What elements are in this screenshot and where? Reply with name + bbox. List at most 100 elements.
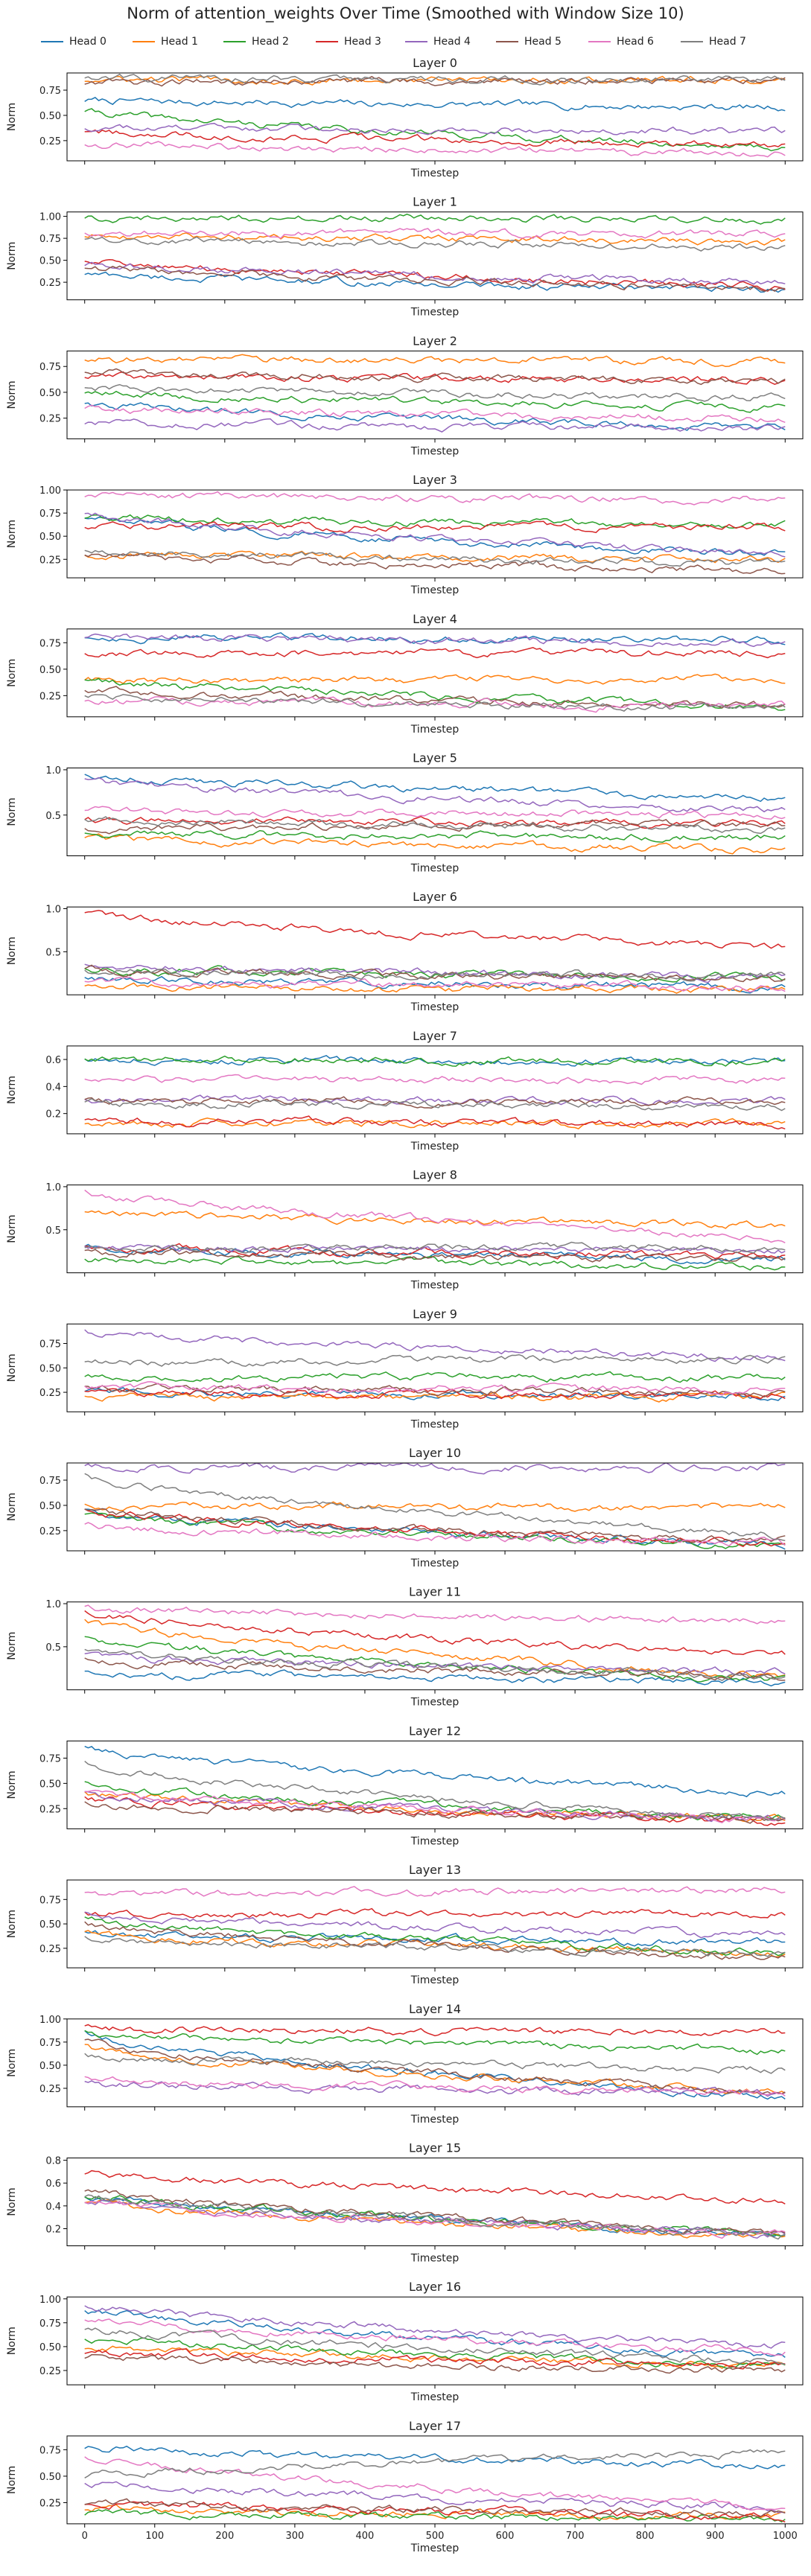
x-axis-label: Timestep	[410, 724, 459, 736]
layer-panel: Layer 6 0.5 1.0 Timestep Norm	[6, 890, 804, 1013]
series-line	[84, 1074, 786, 1085]
legend-label: Head 6	[617, 36, 654, 48]
y-tick-label: 0.25	[39, 136, 61, 147]
x-axis-label: Timestep	[410, 168, 459, 179]
layer-panel: Layer 3 0.25 0.50 0.75 1.00 Timestep Norm	[6, 473, 804, 596]
y-tick-label: 0.75	[39, 2445, 61, 2456]
series-line	[84, 1936, 786, 1957]
x-tick-label: 400	[356, 2531, 375, 2542]
series-group	[84, 632, 786, 713]
series-line	[84, 73, 786, 86]
legend-item: Head 2	[223, 33, 289, 51]
legend-swatch	[223, 41, 246, 42]
series-line	[84, 1907, 786, 1919]
x-axis-label: Timestep	[410, 1418, 459, 1430]
x-tick-label: 800	[636, 2531, 655, 2542]
series-line	[84, 2024, 786, 2037]
series-line	[84, 2353, 786, 2374]
y-axis-label: Norm	[6, 1076, 18, 1104]
series-line	[84, 2481, 786, 2513]
layer-title: Layer 16	[409, 2280, 461, 2294]
x-axis-label: Timestep	[410, 1558, 459, 1569]
layer-title: Layer 7	[413, 1029, 457, 1043]
series-line	[84, 1381, 786, 1396]
legend-label: Head 5	[524, 36, 562, 48]
layer-title: Layer 8	[413, 1168, 457, 1182]
series-line	[84, 982, 786, 994]
series-line	[84, 213, 786, 225]
y-tick-label: 0.75	[39, 2318, 61, 2330]
series-line	[84, 2498, 786, 2518]
x-axis-label: Timestep	[410, 863, 459, 875]
series-line	[84, 232, 786, 246]
series-line	[84, 2038, 786, 2096]
y-tick-label: 0.75	[39, 1753, 61, 1764]
series-line	[84, 129, 786, 148]
y-tick-label: 0.8	[45, 2156, 61, 2167]
series-line	[84, 141, 786, 158]
layer-panel: Layer 9 0.25 0.50 0.75 Timestep Norm	[6, 1307, 804, 1430]
y-tick-label: 0.4	[45, 2202, 61, 2213]
y-tick-label: 1.0	[45, 1182, 61, 1193]
x-axis-label: Timestep	[410, 1280, 459, 1292]
layer-title: Layer 14	[409, 2002, 461, 2016]
series-line	[84, 228, 786, 239]
series-group	[84, 2305, 786, 2374]
series-line	[84, 236, 786, 252]
legend-item: Head 7	[681, 33, 746, 51]
legend-swatch	[316, 41, 338, 42]
x-tick-label: 600	[496, 2531, 515, 2542]
x-tick-label: 1000	[773, 2531, 798, 2542]
layer-panel: Layer 16 0.25 0.50 0.75 1.00 Timestep Norm	[6, 2280, 804, 2403]
y-tick-label: 0.50	[39, 111, 61, 122]
series-line	[84, 963, 786, 983]
y-tick-label: 0.25	[39, 1526, 61, 1537]
series-group	[84, 1886, 786, 1960]
y-axis-label: Norm	[6, 1632, 18, 1660]
series-line	[84, 1610, 786, 1655]
y-tick-label: 0.50	[39, 256, 61, 267]
layer-panel: Layer 14 0.25 0.50 0.75 1.00 Timestep Norm	[6, 2002, 804, 2126]
series-line	[84, 2030, 786, 2100]
legend-swatch	[681, 41, 703, 42]
x-tick-label: 200	[215, 2531, 234, 2542]
y-tick-label: 0.25	[39, 555, 61, 566]
series-line	[84, 2169, 786, 2204]
series-line	[84, 1921, 786, 1960]
layer-title: Layer 11	[409, 1585, 461, 1599]
y-axis-label: Norm	[6, 2466, 18, 2494]
x-axis-label: Timestep	[410, 2114, 459, 2126]
layer-panel: Layer 10 0.25 0.50 0.75 Timestep Norm	[6, 1446, 804, 1569]
x-axis-label: Timestep	[410, 1141, 459, 1152]
series-group	[84, 910, 786, 994]
legend-item: Head 0	[41, 33, 106, 51]
series-line	[84, 1094, 786, 1106]
y-tick-label: 0.50	[39, 2342, 61, 2353]
y-tick-label: 0.2	[45, 1109, 61, 1120]
series-line	[84, 2305, 786, 2349]
series-line	[84, 806, 786, 820]
series-line	[84, 1115, 786, 1130]
series-line	[84, 632, 786, 645]
y-axis-label: Norm	[6, 2049, 18, 2077]
series-group	[84, 1329, 786, 1403]
x-axis-label: Timestep	[410, 584, 459, 596]
x-tick-label: 0	[82, 2531, 88, 2542]
y-axis-label: Norm	[6, 380, 18, 409]
series-group	[84, 1463, 786, 1550]
series-line	[84, 1508, 786, 1543]
layer-title: Layer 17	[409, 2419, 461, 2433]
layer-panel: Layer 12 0.25 0.50 0.75 Timestep Norm	[6, 1724, 804, 1847]
series-line	[84, 2337, 786, 2369]
y-tick-label: 0.2	[45, 2225, 61, 2236]
series-line	[84, 75, 786, 86]
x-tick-label: 300	[285, 2531, 304, 2542]
series-group	[84, 73, 786, 158]
legend-label: Head 3	[344, 36, 381, 48]
y-tick-label: 0.75	[39, 638, 61, 649]
layer-title: Layer 5	[413, 751, 457, 765]
legend-label: Head 0	[69, 36, 106, 48]
series-line	[84, 1916, 786, 1957]
y-axis-label: Norm	[6, 797, 18, 826]
series-line	[84, 76, 786, 87]
